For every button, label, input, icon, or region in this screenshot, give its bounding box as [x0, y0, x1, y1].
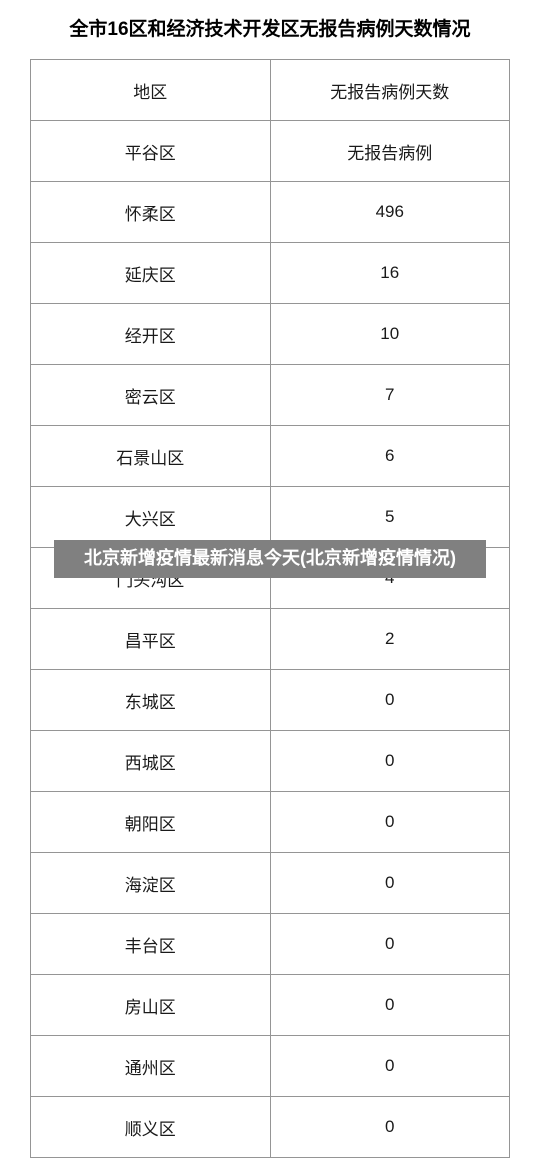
- cell-district: 朝阳区: [31, 792, 271, 853]
- cell-district: 丰台区: [31, 914, 271, 975]
- table-row: 密云区7: [31, 365, 510, 426]
- cell-district: 经开区: [31, 304, 271, 365]
- cell-days: 10: [270, 304, 510, 365]
- cell-district: 大兴区: [31, 487, 271, 548]
- table-row: 经开区10: [31, 304, 510, 365]
- table-row: 怀柔区496: [31, 182, 510, 243]
- cell-district: 海淀区: [31, 853, 271, 914]
- table-row: 大兴区5: [31, 487, 510, 548]
- cell-days: 0: [270, 1036, 510, 1097]
- cell-district: 怀柔区: [31, 182, 271, 243]
- cell-days: 0: [270, 975, 510, 1036]
- column-header-days: 无报告病例天数: [270, 60, 510, 121]
- cell-days: 7: [270, 365, 510, 426]
- cell-days: 0: [270, 853, 510, 914]
- cell-days: 6: [270, 426, 510, 487]
- table-row: 丰台区0: [31, 914, 510, 975]
- cell-district: 密云区: [31, 365, 271, 426]
- table-row: 石景山区6: [31, 426, 510, 487]
- cell-district: 通州区: [31, 1036, 271, 1097]
- cell-days: 496: [270, 182, 510, 243]
- cell-district: 房山区: [31, 975, 271, 1036]
- cell-days: 5: [270, 487, 510, 548]
- cell-district: 延庆区: [31, 243, 271, 304]
- districts-table: 地区 无报告病例天数 平谷区无报告病例怀柔区496延庆区16经开区10密云区7石…: [30, 59, 510, 1158]
- cell-district: 平谷区: [31, 121, 271, 182]
- table-row: 西城区0: [31, 731, 510, 792]
- table-row: 昌平区2: [31, 609, 510, 670]
- table-row: 延庆区16: [31, 243, 510, 304]
- cell-days: 0: [270, 731, 510, 792]
- cell-district: 西城区: [31, 731, 271, 792]
- column-header-district: 地区: [31, 60, 271, 121]
- table-row: 房山区0: [31, 975, 510, 1036]
- table-row: 顺义区0: [31, 1097, 510, 1158]
- table-row: 平谷区无报告病例: [31, 121, 510, 182]
- cell-district: 昌平区: [31, 609, 271, 670]
- cell-days: 无报告病例: [270, 121, 510, 182]
- table-header-row: 地区 无报告病例天数: [31, 60, 510, 121]
- cell-district: 东城区: [31, 670, 271, 731]
- cell-days: 0: [270, 1097, 510, 1158]
- cell-days: 2: [270, 609, 510, 670]
- cell-days: 0: [270, 914, 510, 975]
- cell-days: 16: [270, 243, 510, 304]
- table-row: 东城区0: [31, 670, 510, 731]
- table-row: 海淀区0: [31, 853, 510, 914]
- cell-district: 顺义区: [31, 1097, 271, 1158]
- page-title: 全市16区和经济技术开发区无报告病例天数情况: [0, 0, 540, 59]
- overlay-banner: 北京新增疫情最新消息今天(北京新增疫情情况): [54, 540, 486, 578]
- cell-days: 0: [270, 670, 510, 731]
- table-row: 朝阳区0: [31, 792, 510, 853]
- table-row: 通州区0: [31, 1036, 510, 1097]
- cell-days: 0: [270, 792, 510, 853]
- cell-district: 石景山区: [31, 426, 271, 487]
